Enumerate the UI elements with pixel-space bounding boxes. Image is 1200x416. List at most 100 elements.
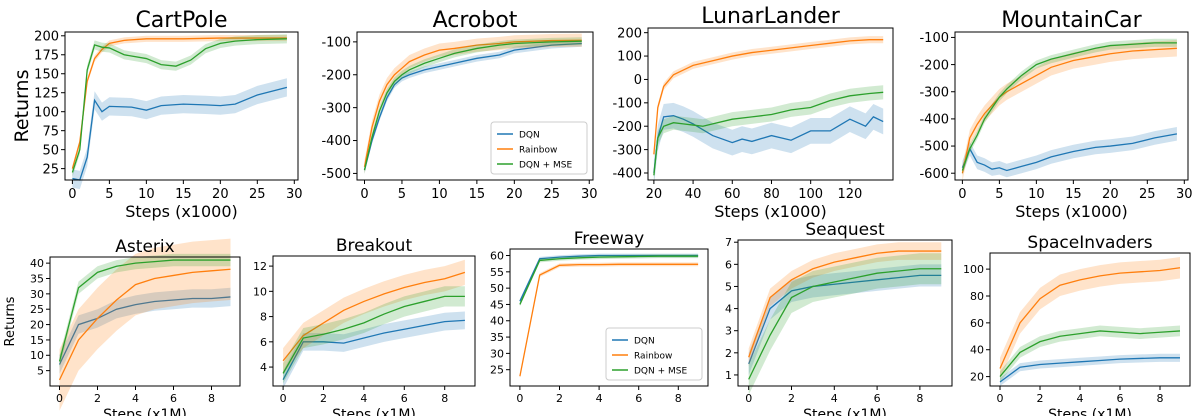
series-band-rainbow	[59, 238, 231, 411]
x-tick-label: 5	[398, 187, 406, 202]
x-tick-label: 40	[685, 187, 702, 202]
x-tick-label: 6	[635, 392, 642, 405]
y-tick-label: 60	[970, 317, 984, 330]
series-band-dqn-mse	[59, 253, 231, 368]
series-line-dqn	[72, 86, 288, 181]
x-tick-label: 10	[431, 187, 448, 202]
y-tick-label: 60	[490, 249, 504, 262]
y-tick-label: -100	[919, 31, 949, 46]
y-tick-label: -200	[919, 58, 949, 73]
y-tick-label: -100	[612, 97, 642, 112]
plot-frame	[356, 31, 594, 181]
y-tick-label: -600	[919, 167, 949, 182]
series-line-dqn-mse	[653, 91, 884, 176]
x-axis-label: Steps (x1M)	[332, 407, 416, 416]
series-line-dqn	[363, 42, 582, 171]
x-tick-label: 0	[516, 392, 523, 405]
x-tick-label: 20	[1102, 187, 1119, 202]
plot-frame	[954, 31, 1189, 181]
y-tick-label: 150	[34, 67, 59, 82]
series-band-dqn-mse	[283, 286, 465, 384]
plot-frame	[64, 31, 299, 181]
y-tick-label: -500	[919, 140, 949, 155]
series-line-rainbow	[282, 271, 466, 362]
series-line-dqn-mse	[999, 330, 1181, 378]
series-band-dqn	[59, 287, 231, 374]
plot-frame	[509, 248, 709, 387]
y-tick-label: 1	[725, 369, 732, 382]
chart-title: LunarLander	[701, 4, 840, 29]
x-tick-label: 0	[56, 392, 63, 405]
x-tick-label: 2	[1037, 392, 1044, 405]
x-axis-label: Steps (x1000)	[714, 202, 827, 221]
y-tick-label: -400	[612, 167, 642, 182]
x-tick-label: 15	[469, 187, 486, 202]
chart-title: Breakout	[336, 236, 413, 256]
y-tick-label: 200	[34, 29, 59, 44]
legend: DQN Rainbow DQN + MSE	[490, 121, 588, 175]
x-tick-label: 2	[94, 392, 101, 405]
y-tick-label: 50	[42, 143, 59, 158]
x-tick-label: 0	[360, 187, 368, 202]
y-tick-label: 200	[617, 26, 642, 41]
x-tick-label: 10	[1028, 187, 1045, 202]
plot-frame	[647, 27, 894, 181]
y-tick-label: 45	[490, 298, 504, 311]
series-line-dqn	[653, 115, 884, 174]
x-axis-label: Steps (x1000)	[1015, 202, 1128, 221]
x-tick-label: 25	[544, 187, 561, 202]
x-tick-label: 30	[1176, 187, 1193, 202]
plot-frame	[989, 252, 1191, 387]
x-axis-label: Steps (x1M)	[1048, 407, 1132, 416]
x-tick-label: 2	[788, 392, 795, 405]
x-tick-label: 4	[831, 392, 838, 405]
x-tick-label: 6	[401, 392, 408, 405]
x-tick-label: 4	[132, 392, 139, 405]
y-tick-label: -100	[321, 36, 351, 51]
x-tick-label: 20	[212, 187, 229, 202]
x-tick-label: 4	[596, 392, 603, 405]
y-tick-label: 4	[260, 361, 267, 374]
chart-title: Freeway	[574, 229, 644, 249]
x-tick-label: 15	[175, 187, 192, 202]
y-tick-label: 6	[260, 336, 267, 349]
x-tick-label: 10	[138, 187, 155, 202]
legend-label-rainbow: Rainbow	[519, 146, 557, 156]
chart-mountaincar: 0 5 10 15 20 25 30 -600 -500 -400 -300 -200 -100 Moun…	[919, 8, 1192, 221]
y-tick-label: 0	[634, 73, 642, 88]
x-tick-label: 5	[105, 187, 113, 202]
y-tick-label: 35	[490, 331, 504, 344]
legend-label-dqn: DQN	[634, 337, 655, 347]
plot-frame	[49, 256, 241, 387]
x-tick-label: 20	[646, 187, 663, 202]
y-tick-label: 100	[963, 263, 984, 276]
series-line-dqn	[999, 357, 1180, 383]
y-tick-label: 15	[30, 334, 44, 347]
chart-title: CartPole	[135, 8, 227, 33]
y-tick-label: 125	[34, 86, 59, 101]
y-tick-label: 6	[725, 258, 732, 271]
legend-label-dqn-mse: DQN + MSE	[634, 367, 687, 377]
x-tick-label: 0	[958, 187, 966, 202]
x-tick-label: 5	[995, 187, 1003, 202]
plot-frame	[272, 255, 476, 387]
y-tick-label: 12	[253, 260, 267, 273]
x-tick-label: 60	[724, 187, 741, 202]
series-band-dqn	[283, 311, 465, 389]
y-tick-label: 3	[725, 325, 732, 338]
chart-seaquest: 0 2 4 6 8 1 2 3 4 5 6 7 Seaquest Steps (x1M)	[725, 220, 953, 416]
y-tick-label: 80	[970, 290, 984, 303]
x-tick-label: 6	[874, 392, 881, 405]
series-line-rainbow	[363, 39, 582, 167]
series-band-rainbow	[283, 259, 465, 374]
chart-asterix: 0 2 4 6 8 5 10 15 20 25 30 35 40 Asterix Steps (x1M) Re…	[3, 237, 241, 416]
series-line-dqn	[58, 296, 231, 365]
x-tick-label: 8	[916, 392, 923, 405]
chart-title: Seaquest	[805, 220, 885, 240]
chart-title: MountainCar	[1001, 8, 1142, 33]
series-line-dqn-mse	[58, 259, 231, 362]
series-band-dqn	[72, 78, 287, 190]
legend-label-rainbow: Rainbow	[634, 352, 672, 362]
y-tick-label: 30	[30, 288, 44, 301]
chart-breakout: 0 2 4 6 8 4 6 8 10 12 Breakout Steps (x1M)	[253, 236, 476, 416]
